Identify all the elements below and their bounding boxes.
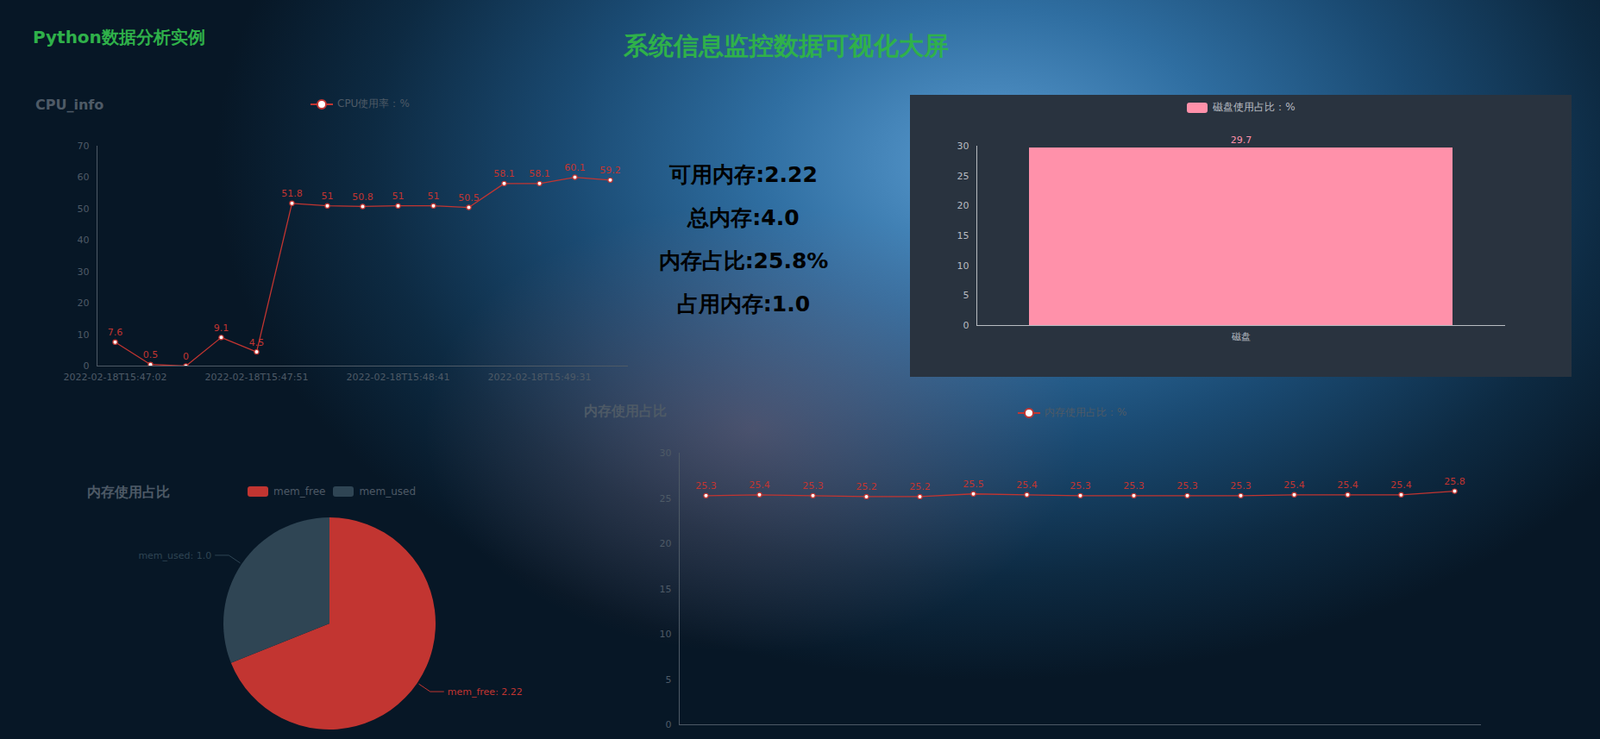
svg-text:9.1: 9.1 (213, 322, 230, 334)
svg-text:25.2: 25.2 (909, 481, 931, 493)
svg-text:5: 5 (963, 289, 970, 302)
html-text:内存占比:25.8%: 内存占比:25.8% (658, 248, 829, 274)
svg-text:25.4: 25.4 (748, 479, 771, 491)
html-text:磁盘使用占比：%: 磁盘使用占比：% (1212, 100, 1296, 113)
svg-text:10: 10 (659, 628, 672, 640)
svg-text:58.1: 58.1 (493, 168, 515, 180)
svg-text:0: 0 (83, 360, 90, 372)
svg-text:51: 51 (392, 190, 405, 202)
svg-text:60: 60 (77, 171, 90, 183)
svg-text:2022-02-18T15:47:51: 2022-02-18T15:47:51 (204, 371, 308, 383)
html-text:mem_free: mem_free (273, 485, 326, 498)
svg-text:25.8: 25.8 (1443, 476, 1466, 488)
svg-text:25.4: 25.4 (1016, 479, 1038, 491)
html-text:mem_used: mem_used (359, 485, 416, 498)
svg-text:25.3: 25.3 (1229, 480, 1252, 492)
svg-text:30: 30 (957, 140, 970, 152)
html-text:Python数据分析实例: Python数据分析实例 (32, 26, 206, 48)
svg-text:0: 0 (665, 719, 672, 731)
svg-text:51: 51 (321, 190, 334, 202)
svg-text:25.4: 25.4 (1390, 479, 1412, 491)
svg-text:25.3: 25.3 (1123, 480, 1145, 492)
svg-text:58.1: 58.1 (528, 168, 551, 180)
svg-text:2022-02-18T15:47:02: 2022-02-18T15:47:02 (62, 371, 167, 383)
svg-text:0.5: 0.5 (143, 349, 159, 361)
html-text:总内存:4.0: 总内存:4.0 (687, 205, 800, 231)
html-text:可用内存:2.22: 可用内存:2.22 (669, 162, 818, 188)
svg-text:20: 20 (77, 297, 90, 309)
html-text:系统信息监控数据可视化大屏: 系统信息监控数据可视化大屏 (623, 31, 949, 61)
html-text:CPU_info: CPU_info (35, 96, 104, 113)
svg-text:51.8: 51.8 (281, 188, 303, 200)
svg-text:5: 5 (665, 674, 672, 686)
svg-text:20: 20 (957, 200, 970, 212)
svg-text:50.8: 50.8 (351, 191, 374, 203)
svg-text:40: 40 (77, 234, 90, 246)
svg-text:25.3: 25.3 (1069, 480, 1092, 492)
svg-text:25.3: 25.3 (695, 480, 717, 492)
svg-text:70: 70 (77, 140, 90, 152)
svg-text:25: 25 (957, 170, 970, 182)
svg-text:50: 50 (77, 203, 90, 215)
svg-text:mem_used: 1.0: mem_used: 1.0 (138, 550, 212, 562)
svg-text:2022-02-18T15:49:31: 2022-02-18T15:49:31 (487, 371, 591, 383)
svg-text:25.4: 25.4 (1336, 479, 1359, 491)
svg-text:mem_free: 2.22: mem_free: 2.22 (447, 686, 523, 698)
svg-text:10: 10 (957, 260, 970, 272)
svg-text:25.2: 25.2 (855, 481, 878, 493)
svg-text:60.1: 60.1 (564, 162, 586, 174)
html-text:内存使用占比: 内存使用占比 (583, 402, 667, 420)
svg-text:25.3: 25.3 (1176, 480, 1199, 492)
svg-text:25.4: 25.4 (1283, 479, 1306, 491)
html-text:内存使用占比：%: 内存使用占比：% (1044, 406, 1127, 419)
svg-text:25: 25 (659, 493, 672, 505)
html-text:CPU使用率：%: CPU使用率：% (337, 97, 410, 110)
svg-text:磁盘: 磁盘 (1230, 331, 1251, 343)
svg-text:0: 0 (963, 320, 970, 332)
svg-text:0: 0 (182, 351, 189, 363)
svg-text:15: 15 (659, 583, 672, 596)
svg-text:20: 20 (659, 538, 672, 550)
svg-text:29.7: 29.7 (1230, 134, 1253, 146)
svg-text:59.2: 59.2 (599, 164, 622, 176)
svg-text:2022-02-18T15:48:41: 2022-02-18T15:48:41 (345, 371, 450, 383)
svg-text:4.5: 4.5 (249, 337, 265, 349)
svg-text:15: 15 (957, 230, 970, 242)
svg-text:50.5: 50.5 (458, 192, 480, 204)
html-text:内存使用占比: 内存使用占比 (87, 483, 170, 501)
svg-text:10: 10 (77, 329, 90, 341)
svg-text:25.3: 25.3 (802, 480, 824, 492)
html-text:占用内存:1.0: 占用内存:1.0 (676, 291, 811, 317)
svg-text:25.5: 25.5 (962, 478, 985, 490)
svg-text:30: 30 (77, 266, 90, 278)
svg-text:7.6: 7.6 (107, 326, 124, 339)
svg-text:51: 51 (427, 190, 440, 202)
svg-text:30: 30 (659, 447, 672, 459)
